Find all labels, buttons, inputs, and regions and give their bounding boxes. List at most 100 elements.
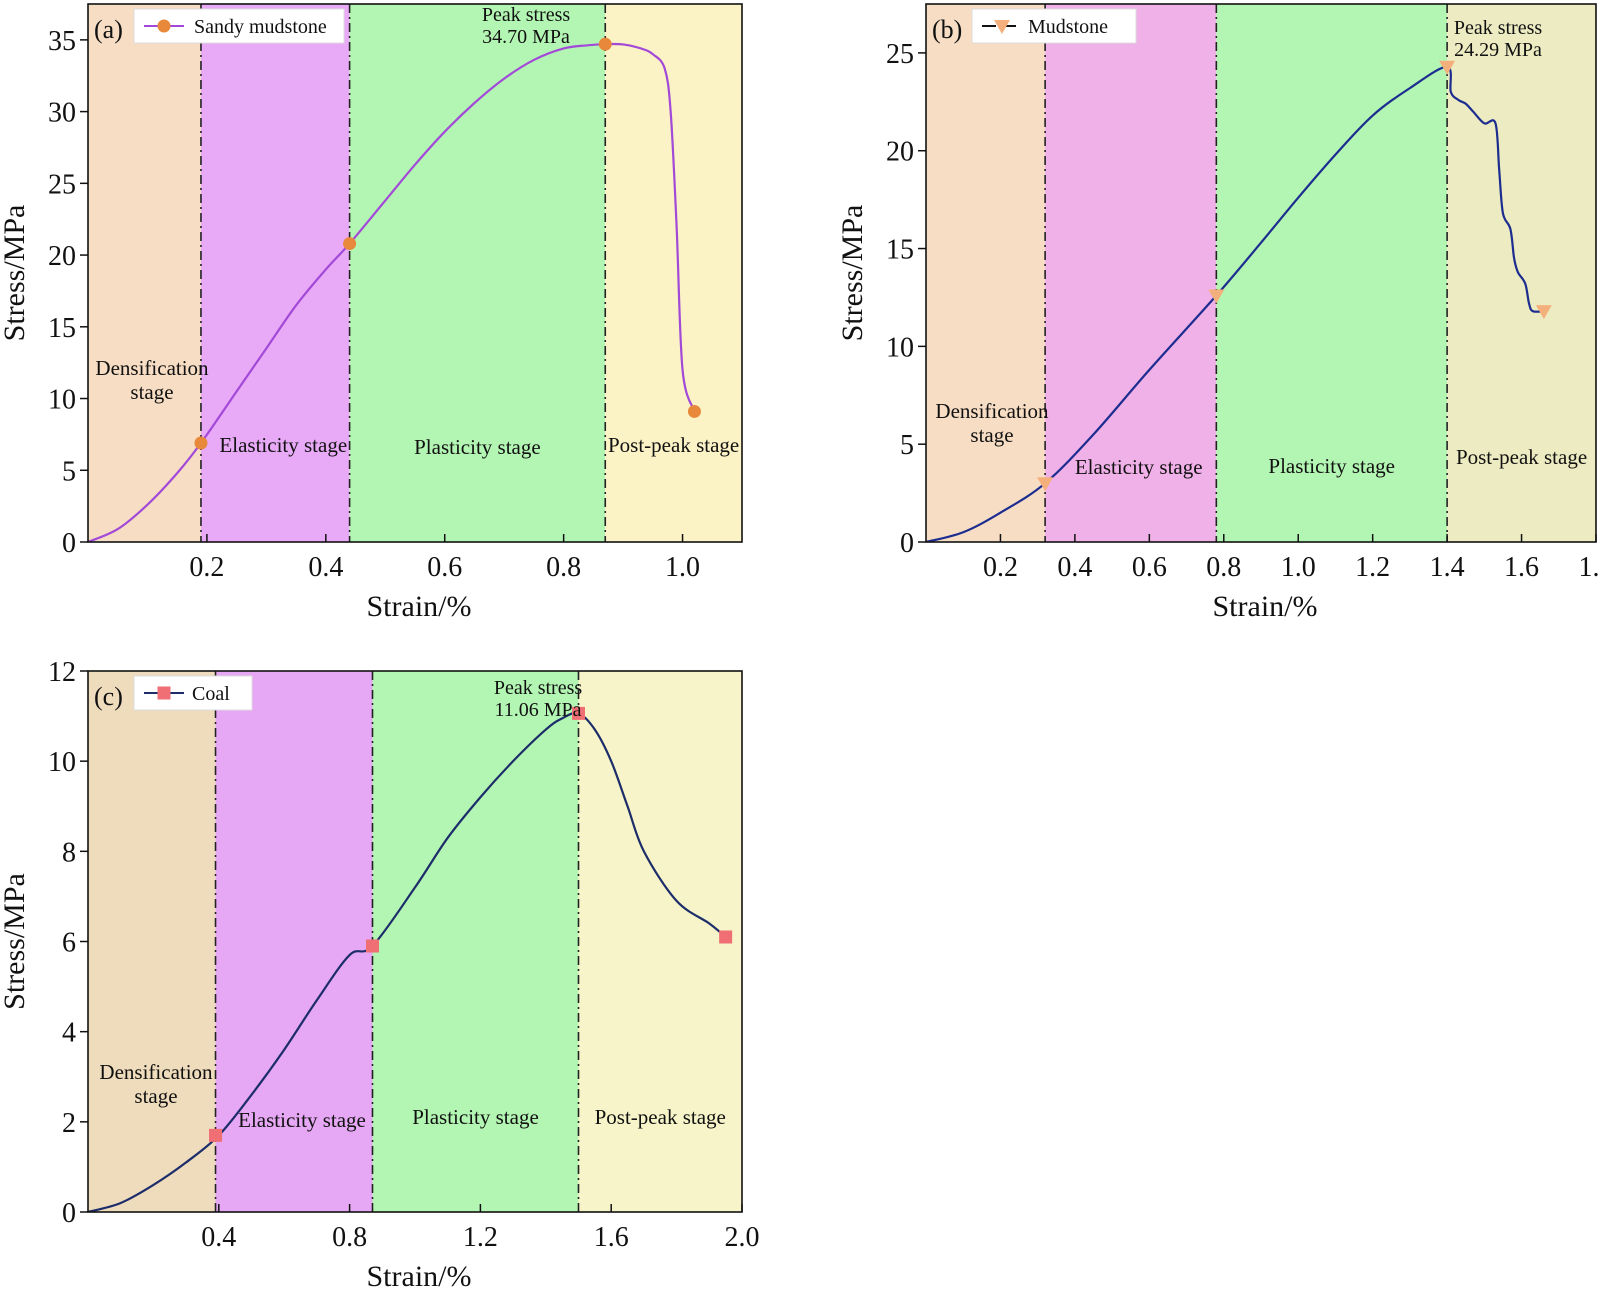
stage-label-3: Plasticity stage: [412, 1105, 539, 1129]
data-point-3: [598, 37, 612, 51]
stage-label-3: Plasticity stage: [414, 435, 541, 459]
stage-label-1: Densification stage: [935, 399, 1049, 447]
stage-band-1: [88, 671, 216, 1212]
x-tick-label: 1.2: [1355, 552, 1390, 583]
plot-frame: [925, 3, 1597, 543]
stage-label-2: Elasticity stage: [1075, 455, 1203, 479]
stage-band-1: [88, 4, 201, 542]
chart-panel-3: Densification stage Elasticity stage Plasti…: [0, 657, 760, 1291]
data-point-3: [1439, 60, 1456, 75]
x-axis-label: Strain/%: [367, 1260, 472, 1291]
stage-band-3: [349, 4, 606, 542]
chart-panel-1: Densification stage Elasticity stage Plasti…: [0, 3, 743, 623]
y-tick-label: 12: [48, 657, 76, 688]
x-tick-label: 1.0: [1281, 552, 1316, 583]
peak-stress-annotation: Peak stress 34.70 MPa: [482, 4, 571, 48]
y-tick-label: 20: [886, 137, 914, 168]
y-tick-label: 25: [886, 39, 914, 70]
x-tick-label: 1.4: [1430, 552, 1465, 583]
x-tick-label: 0.8: [1206, 552, 1241, 583]
stage-band-2: [1045, 4, 1217, 542]
x-tick-label: 0.6: [427, 552, 462, 583]
stage-band-4: [1447, 4, 1596, 542]
data-point-3: [572, 706, 585, 720]
data-point-2: [343, 237, 357, 251]
y-axis-label: Stress/MPa: [836, 205, 869, 342]
y-tick-label: 25: [48, 169, 76, 200]
legend-label: Coal: [192, 683, 230, 705]
x-tick-label: 2.0: [725, 1222, 760, 1253]
y-tick-label: 0: [62, 1198, 76, 1229]
chart-panel-2: Densification stage Elasticity stage Plasti…: [836, 3, 1600, 623]
y-tick-label: 10: [886, 332, 914, 363]
x-tick-label: 1.6: [594, 1222, 629, 1253]
x-axis-label: Strain/%: [367, 590, 472, 623]
legend: Mudstone: [971, 8, 1137, 44]
y-tick-label: 0: [62, 528, 76, 559]
y-tick-label: 8: [62, 837, 76, 868]
x-tick-label: 0.4: [201, 1222, 236, 1253]
plot-frame: [87, 3, 743, 543]
y-tick-label: 20: [48, 241, 76, 272]
y-tick-label: 30: [48, 98, 76, 129]
stage-label-4: Post-peak stage: [608, 433, 739, 457]
legend-marker: [157, 686, 171, 700]
x-tick-label: 1.6: [1504, 552, 1539, 583]
stage-label-4: Post-peak stage: [595, 1105, 726, 1129]
data-point-1: [209, 1128, 223, 1142]
x-tick-label: 0.2: [189, 552, 224, 583]
legend-box: [133, 675, 253, 711]
data-point-1: [194, 436, 208, 450]
stage-label-1: Densification stage: [99, 1060, 213, 1108]
peak-stress-annotation: Peak stress 11.06 MPa: [494, 677, 583, 721]
x-tick-label: 0.6: [1132, 552, 1167, 583]
x-tick-label: 0.4: [1057, 552, 1092, 583]
legend: Coal: [133, 675, 253, 711]
data-point-1: [1037, 477, 1054, 492]
y-axis-label: Stress/MPa: [0, 205, 31, 342]
data-point-4: [719, 930, 733, 944]
stage-band-2: [215, 671, 373, 1212]
legend: Sandy mudstone: [133, 8, 345, 44]
stage-label-1: Densification stage: [95, 356, 209, 404]
series-line: [88, 42, 696, 542]
x-tick-label: 1.0: [665, 552, 700, 583]
legend-label: Mudstone: [1028, 16, 1108, 38]
x-tick-label: 1.8: [1579, 552, 1600, 583]
x-tick-label: 0.8: [546, 552, 581, 583]
x-axis-label: Strain/%: [1213, 590, 1318, 623]
y-tick-label: 15: [886, 235, 914, 266]
stage-label-3: Plasticity stage: [1268, 454, 1395, 478]
panel-tag: (a): [94, 15, 123, 44]
y-tick-label: 6: [62, 928, 76, 959]
x-tick-label: 0.4: [308, 552, 343, 583]
stage-label-2: Elasticity stage: [238, 1108, 366, 1132]
stage-band-3: [1216, 4, 1448, 542]
y-tick-label: 0: [900, 528, 914, 559]
stage-band-3: [372, 671, 579, 1212]
stage-band-2: [200, 4, 350, 542]
stage-band-4: [605, 4, 742, 542]
legend-marker: [994, 20, 1010, 34]
x-tick-label: 0.2: [983, 552, 1018, 583]
panel-tag: (b): [932, 15, 962, 44]
y-tick-label: 15: [48, 313, 76, 344]
data-point-4: [687, 404, 701, 418]
data-point-4: [1535, 305, 1552, 320]
legend-marker: [157, 19, 171, 33]
y-tick-label: 5: [62, 456, 76, 487]
y-tick-label: 10: [48, 385, 76, 416]
y-tick-label: 5: [900, 430, 914, 461]
stage-label-4: Post-peak stage: [1456, 445, 1587, 469]
legend-box: [971, 8, 1137, 44]
panel-tag: (c): [94, 682, 123, 711]
y-tick-label: 2: [62, 1108, 76, 1139]
legend-label: Sandy mudstone: [194, 16, 327, 38]
x-tick-label: 1.2: [463, 1222, 498, 1253]
y-tick-label: 4: [62, 1018, 76, 1049]
stage-label-2: Elasticity stage: [219, 433, 347, 457]
y-axis-label: Stress/MPa: [0, 873, 31, 1010]
stage-band-4: [578, 671, 742, 1212]
peak-stress-annotation: Peak stress 24.29 MPa: [1454, 17, 1543, 61]
